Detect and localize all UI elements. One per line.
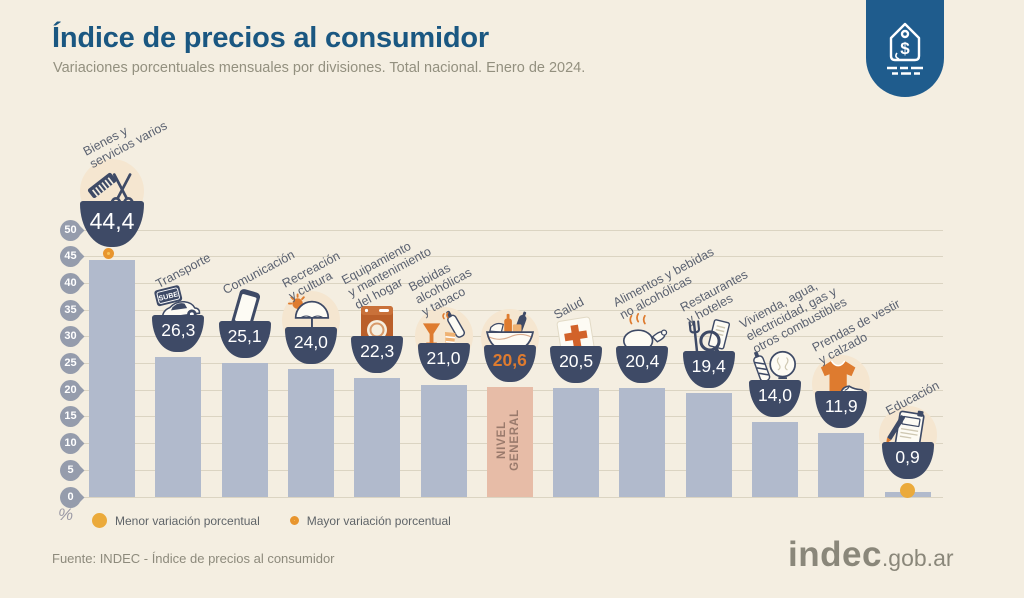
indec-logo: indec .gob.ar	[788, 535, 954, 575]
value-label: 21,0	[426, 347, 461, 368]
legend-label: Menor variación porcentual	[115, 513, 260, 528]
value-label: 20,6	[492, 349, 527, 370]
bar	[553, 387, 600, 497]
y-axis-tick-label: 10	[60, 433, 81, 455]
value-bowl: 44,4	[80, 200, 144, 247]
value-label: 20,4	[625, 351, 660, 372]
y-axis-tick: 40	[60, 272, 85, 294]
mayor-variacion-dot-icon	[289, 516, 299, 525]
bar	[818, 433, 865, 497]
price-tag-icon: $	[887, 22, 923, 75]
y-axis-tick-label: 25	[60, 353, 81, 374]
y-axis-tick: 10	[60, 433, 85, 455]
value-bowl: 20,4	[616, 346, 669, 384]
y-axis-tick-label: 45	[60, 246, 81, 268]
value-bowl: 20,5	[550, 345, 603, 383]
bar-nivel-general	[486, 386, 533, 497]
page-subtitle: Variaciones porcentuales mensuales por d…	[53, 60, 586, 76]
y-axis-tick: 0	[60, 486, 85, 508]
mayor-variacion-marker	[102, 248, 114, 260]
y-axis-tick-label: 0	[60, 486, 81, 508]
bulb-icon	[749, 346, 801, 392]
value-bowl: 19,4	[682, 351, 735, 389]
bar	[420, 384, 467, 497]
smartphone-icon	[219, 287, 271, 333]
value-bowl: 25,1	[218, 320, 271, 358]
value-bowl: 26,3	[152, 314, 205, 352]
gridline	[82, 256, 943, 258]
value-label: 44,4	[89, 207, 135, 234]
bar	[221, 362, 268, 497]
dollar-symbol: $	[900, 39, 910, 58]
y-axis-tick: 5	[60, 459, 85, 481]
car-sube-icon: SUBE	[152, 281, 204, 327]
legend: Menor variación porcentual Mayor variaci…	[92, 513, 451, 528]
value-bowl: 22,3	[351, 335, 404, 373]
page-title: Índice de precios al consumidor	[52, 22, 489, 54]
value-label: 22,3	[360, 340, 395, 361]
value-label: 24,0	[293, 331, 328, 352]
value-label: 26,3	[161, 319, 196, 340]
y-axis-tick-label: 35	[60, 299, 81, 321]
value-label: 11,9	[824, 396, 858, 417]
gridline	[82, 496, 943, 498]
bar	[155, 356, 202, 497]
y-axis-tick-label: 50	[60, 219, 81, 241]
value-label: 19,4	[691, 356, 726, 377]
brand-badge: $	[866, 0, 944, 97]
y-axis-tick: 20	[60, 379, 85, 401]
source-note: Fuente: INDEC - Índice de precios al con…	[52, 551, 335, 566]
y-axis-tick: 15	[60, 406, 85, 428]
legend-item-menor: Menor variación porcentual	[92, 513, 260, 528]
gridline	[82, 282, 943, 284]
y-axis-tick-label: 20	[60, 379, 81, 401]
y-axis-tick-label: 30	[60, 326, 81, 348]
value-label: 0,9	[895, 447, 920, 468]
bar	[89, 259, 135, 497]
y-axis-unit-label: %	[58, 505, 74, 524]
legend-label: Mayor variación porcentual	[306, 513, 451, 528]
value-label: 20,5	[559, 350, 594, 371]
menor-variacion-marker	[900, 482, 916, 498]
value-bowl: 14,0	[749, 380, 801, 418]
y-axis-tick-label: 5	[60, 459, 81, 481]
y-axis-tick: 45	[60, 246, 85, 268]
value-bowl: 0,9	[881, 442, 934, 480]
bar	[685, 393, 732, 497]
value-label: 25,1	[227, 325, 262, 346]
bar	[619, 388, 666, 497]
value-label: 14,0	[757, 385, 793, 406]
y-axis-tick: 35	[60, 299, 85, 321]
bar-inner-label: NIVEL GENERAL	[495, 409, 521, 471]
y-axis-tick-label: 40	[60, 272, 81, 294]
bar	[354, 377, 401, 497]
value-bowl: 21,0	[417, 342, 470, 380]
value-bowl: 11,9	[815, 391, 868, 429]
y-axis-tick: 25	[60, 353, 85, 374]
y-axis-tick-label: 15	[60, 406, 81, 428]
legend-item-mayor: Mayor variación porcentual	[289, 513, 451, 528]
y-axis-tick: 50	[60, 219, 85, 241]
menor-variacion-dot-icon	[92, 513, 107, 528]
fork-menu-icon	[683, 317, 735, 363]
umbrella-sun-icon	[285, 293, 337, 339]
bar	[752, 422, 798, 497]
logo-suffix-text: .gob.ar	[881, 545, 954, 571]
value-bowl: 24,0	[284, 326, 337, 364]
logo-main-text: indec	[788, 535, 882, 574]
bar	[287, 368, 334, 497]
gridline	[82, 229, 943, 231]
washing-machine-icon	[351, 302, 403, 348]
value-bowl: 20,6	[483, 344, 536, 382]
y-axis-tick: 30	[60, 326, 85, 348]
